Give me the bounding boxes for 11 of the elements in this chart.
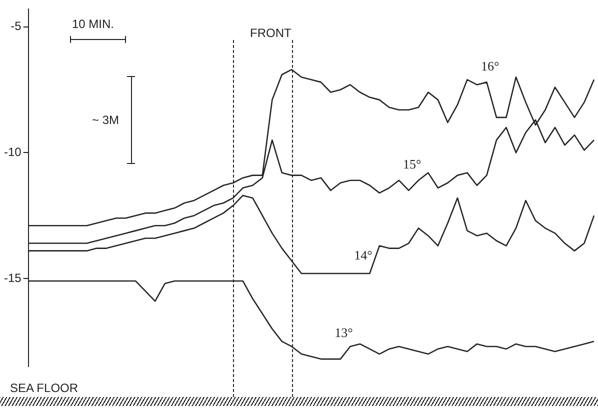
y-tick-label: -10	[4, 144, 22, 159]
annotation: FRONT	[250, 26, 292, 40]
y-tick-label: -5	[10, 19, 22, 34]
y-tick-label: -15	[4, 270, 22, 285]
series-label: 14°	[354, 247, 372, 262]
series-label: 13°	[334, 325, 353, 340]
annotation: 10 MIN.	[72, 17, 114, 31]
series-label: 15°	[402, 156, 422, 172]
series-label: 16°	[480, 58, 500, 74]
annotation: ~ 3M	[92, 113, 120, 127]
text: SEA FLOOR	[10, 381, 78, 395]
